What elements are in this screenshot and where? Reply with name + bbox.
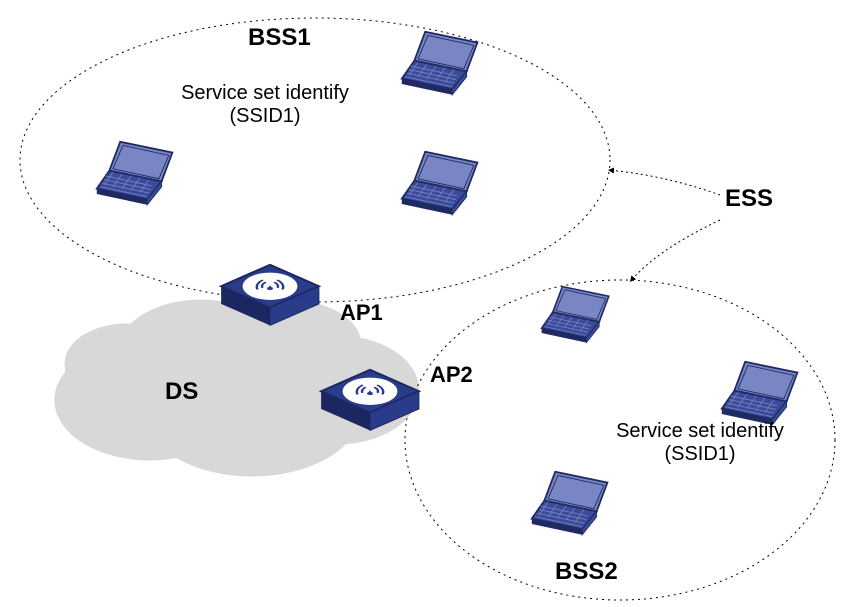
bss1-ssid-label: Service set identify (SSID1) <box>155 82 375 128</box>
laptop-bss1-2 <box>400 150 490 232</box>
ess-pointer-to-bss2 <box>630 220 720 282</box>
laptop-bss2-0 <box>540 285 620 358</box>
laptop-icon <box>530 470 620 547</box>
laptop-bss1-1 <box>400 30 490 112</box>
laptop-bss2-2 <box>530 470 620 552</box>
bss2-title-label: BSS2 <box>555 558 618 586</box>
laptop-icon <box>400 30 490 107</box>
access-point-icon <box>215 255 325 343</box>
laptop-bss1-0 <box>95 140 185 222</box>
laptop-icon <box>95 140 185 217</box>
ess-label: ESS <box>725 185 773 213</box>
ess-pointer-to-bss1 <box>608 170 720 195</box>
laptop-icon <box>400 150 490 227</box>
ap1-label: AP1 <box>340 300 383 326</box>
bss2-ssid-label: Service set identify (SSID1) <box>570 420 830 466</box>
bss1-title-label: BSS1 <box>248 24 311 52</box>
access-point-ap1 <box>215 255 325 348</box>
ds-label: DS <box>165 378 198 406</box>
laptop-icon <box>540 285 620 353</box>
access-point-icon <box>315 360 425 448</box>
access-point-ap2 <box>315 360 425 453</box>
diagram-stage: { "canvas": { "width": 862, "height": 60… <box>0 0 862 607</box>
ap2-label: AP2 <box>430 362 473 388</box>
